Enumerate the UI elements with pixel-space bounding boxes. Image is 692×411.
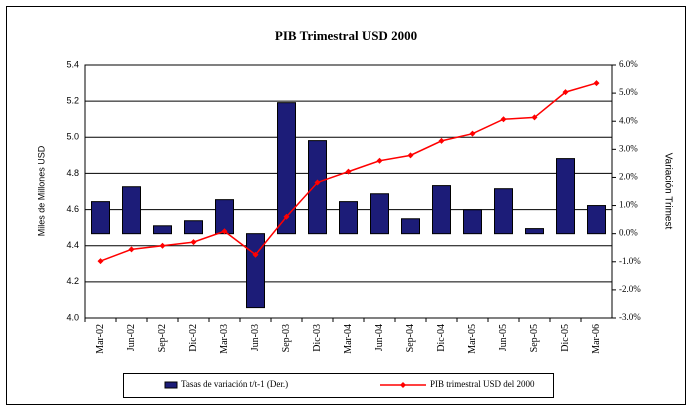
x-tick-label: Mar-05 <box>467 324 478 354</box>
line-marker <box>593 80 600 87</box>
x-tick-label: Dic-05 <box>560 324 571 352</box>
y-axis-label: Miles de Millones USD <box>36 145 46 236</box>
chart-title: PIB Trimestral USD 2000 <box>275 28 417 43</box>
y2-axis-label: Variación Trimest <box>662 153 673 230</box>
y2-tick-label: 5.0% <box>619 87 638 97</box>
y-tick-label: 5.2 <box>66 96 79 106</box>
line-marker <box>438 137 445 144</box>
line-marker <box>190 239 197 246</box>
x-tick-label: Dic-04 <box>436 324 447 352</box>
line-marker <box>221 228 228 235</box>
y-tick-label: 4.8 <box>66 168 79 178</box>
y2-tick-label: 4.0% <box>619 115 638 125</box>
y2-tick-label: 0.0% <box>619 228 638 238</box>
y2-tick-label: 2.0% <box>619 172 638 182</box>
x-tick-label: Mar-02 <box>95 324 106 354</box>
line-marker <box>314 179 321 186</box>
x-tick-label: Sep-05 <box>529 324 540 352</box>
bar <box>432 185 451 235</box>
bar <box>153 225 172 235</box>
x-tick-label: Jun-02 <box>126 324 137 351</box>
bar <box>556 158 575 235</box>
x-tick-label: Mar-04 <box>343 324 354 354</box>
x-tick-label: Mar-03 <box>219 324 230 354</box>
legend-marker <box>400 382 406 388</box>
bar <box>277 102 296 235</box>
y-tick-label: 5.0 <box>66 132 79 142</box>
plot-area <box>84 64 613 319</box>
line-marker <box>407 152 414 159</box>
line-marker <box>500 116 507 123</box>
x-tick-label: Mar-06 <box>591 324 602 354</box>
y2-tick-label: -1.0% <box>619 256 641 266</box>
line-marker <box>562 89 569 96</box>
x-tick-label: Sep-03 <box>281 324 292 352</box>
y-tick-label: 4.4 <box>66 240 79 250</box>
y2-tick-label: -3.0% <box>619 312 641 322</box>
x-tick-label: Dic-03 <box>312 324 323 352</box>
line-marker <box>128 246 135 253</box>
x-tick-label: Sep-02 <box>157 324 168 352</box>
line-marker <box>376 157 383 164</box>
line-marker <box>283 213 290 220</box>
line-marker <box>252 251 259 258</box>
x-tick-label: Jun-05 <box>498 324 509 351</box>
y2-tick-label: -2.0% <box>619 284 641 294</box>
bar <box>339 201 358 235</box>
x-tick-label: Jun-04 <box>374 324 385 351</box>
bar <box>494 188 513 235</box>
y2-tick-label: 1.0% <box>619 200 638 210</box>
legend-label: Tasas de variación t/t-1 (Der.) <box>181 379 288 389</box>
bar <box>184 220 203 235</box>
legend-label: PIB trimestral USD del 2000 <box>430 379 535 389</box>
y-tick-label: 5.4 <box>66 59 79 69</box>
bar <box>246 233 265 309</box>
line-marker <box>97 258 104 265</box>
x-tick-label: Dic-02 <box>188 324 199 352</box>
line-marker <box>159 242 166 249</box>
y-tick-label: 4.0 <box>66 312 79 322</box>
line-marker <box>345 168 352 175</box>
bar <box>370 193 389 235</box>
y-tick-label: 4.6 <box>66 204 79 214</box>
bar <box>525 228 544 235</box>
bar <box>308 140 327 235</box>
bar <box>91 201 110 235</box>
y-tick-label: 4.2 <box>66 276 79 286</box>
line-marker <box>469 130 476 137</box>
bar <box>463 209 482 235</box>
legend-swatch <box>164 381 178 389</box>
x-tick-label: Sep-04 <box>405 324 416 352</box>
y2-tick-label: 6.0% <box>619 59 638 69</box>
bar <box>401 218 420 235</box>
bar <box>587 205 606 235</box>
x-tick-label: Jun-03 <box>250 324 261 351</box>
legend <box>123 373 554 398</box>
bar <box>122 186 141 235</box>
line-marker <box>531 114 538 121</box>
y2-tick-label: 3.0% <box>619 143 638 153</box>
